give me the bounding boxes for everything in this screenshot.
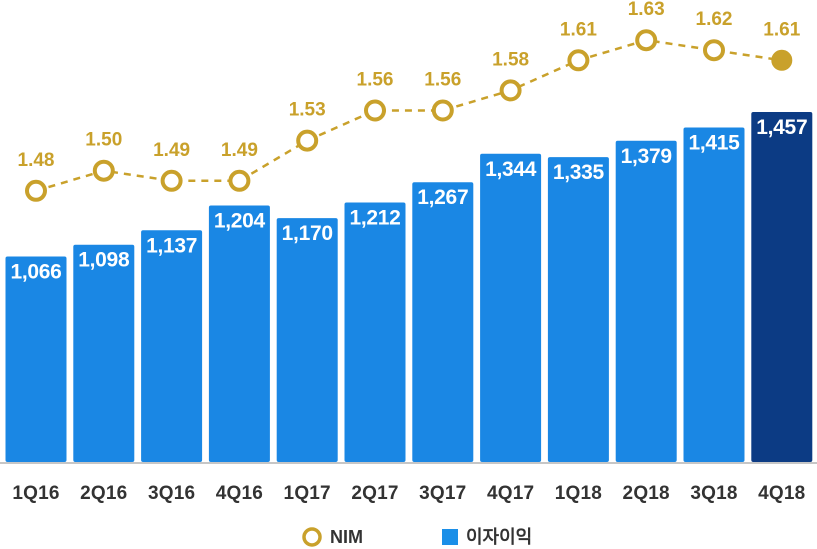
nim-point-4Q16 xyxy=(228,169,251,192)
bar-value-label-4Q18: 1,457 xyxy=(756,116,807,139)
bar-1Q17 xyxy=(276,218,338,462)
bar-value-label-2Q16: 1,098 xyxy=(78,249,130,272)
category-label-4Q17: 4Q17 xyxy=(487,483,534,504)
bar-series-interest-income xyxy=(5,112,813,463)
nim-point-4Q17 xyxy=(499,79,522,102)
bar-value-label-3Q18: 1,415 xyxy=(688,132,740,155)
nim-value-label-4Q18: 1.61 xyxy=(763,19,800,40)
nim-markers xyxy=(25,29,793,202)
legend-nim-label: NIM xyxy=(330,527,363,547)
legend-interest-income-swatch xyxy=(442,529,458,545)
bar-3Q16 xyxy=(141,230,203,462)
nim-point-3Q17 xyxy=(431,99,454,122)
bar-4Q16 xyxy=(208,205,270,462)
nim-value-label-3Q16: 1.49 xyxy=(153,140,190,161)
nim-value-label-4Q16: 1.49 xyxy=(221,140,258,161)
nim-point-2Q18 xyxy=(635,29,658,52)
bar-3Q17 xyxy=(412,182,474,462)
nim-value-labels: 1.48 1.50 1.49 1.49 1.53 1.56 1.56 1.58 1.61 1.63… xyxy=(18,0,801,171)
nim-line xyxy=(35,38,782,192)
bar-value-label-3Q17: 1,267 xyxy=(417,186,468,209)
nim-value-label-1Q16: 1.48 xyxy=(18,150,55,171)
category-label-3Q17: 3Q17 xyxy=(419,483,466,504)
category-axis-labels: 1Q16 2Q16 3Q16 4Q16 1Q17 2Q17 3Q17 4Q17 1Q18 2Q18… xyxy=(12,483,805,504)
category-label-3Q18: 3Q18 xyxy=(690,483,737,504)
bar-2Q17 xyxy=(344,202,406,462)
bar-2Q16 xyxy=(73,244,135,462)
bar-value-label-4Q17: 1,344 xyxy=(485,158,537,181)
bar-value-label-3Q16: 1,137 xyxy=(146,234,197,257)
bar-1Q18 xyxy=(547,157,609,462)
nim-value-label-2Q17: 1.56 xyxy=(357,70,394,91)
bar-1Q16 xyxy=(5,256,67,462)
category-label-1Q18: 1Q18 xyxy=(555,483,602,504)
bar-value-label-4Q16: 1,204 xyxy=(214,210,266,233)
bar-value-labels: 1,066 1,098 1,137 1,204 1,170 1,212 1,267 1,344… xyxy=(10,116,807,284)
bar-value-label-2Q18: 1,379 xyxy=(621,145,672,168)
nim-value-label-4Q17: 1.58 xyxy=(492,49,529,70)
category-label-3Q16: 3Q16 xyxy=(148,483,195,504)
legend-item-interest-income: 이자이익 xyxy=(442,527,532,547)
nim-point-1Q17 xyxy=(296,129,319,152)
category-label-4Q16: 4Q16 xyxy=(216,483,263,504)
bar-value-label-2Q17: 1,212 xyxy=(349,207,400,230)
nim-point-2Q16 xyxy=(92,159,115,182)
nim-value-label-1Q18: 1.61 xyxy=(560,19,597,40)
nim-value-label-2Q18: 1.63 xyxy=(628,0,665,20)
bar-value-label-1Q16: 1,066 xyxy=(10,261,61,284)
nim-value-label-1Q17: 1.53 xyxy=(289,100,326,121)
nim-point-1Q16 xyxy=(25,179,47,202)
nim-point-3Q18 xyxy=(703,39,725,62)
category-label-1Q16: 1Q16 xyxy=(12,483,59,504)
bar-value-label-1Q17: 1,170 xyxy=(282,222,333,245)
bar-value-label-1Q18: 1,335 xyxy=(553,161,605,184)
legend-item-nim: NIM xyxy=(302,527,363,547)
nim-value-label-3Q17: 1.56 xyxy=(424,70,461,91)
bar-2Q18 xyxy=(615,140,677,463)
category-label-2Q16: 2Q16 xyxy=(80,483,127,504)
bar-4Q18 xyxy=(751,112,813,462)
category-label-2Q17: 2Q17 xyxy=(351,483,398,504)
category-label-1Q17: 1Q17 xyxy=(284,483,331,504)
nim-value-label-3Q18: 1.62 xyxy=(696,9,733,30)
category-label-2Q18: 2Q18 xyxy=(623,483,670,504)
nim-point-4Q18 xyxy=(771,49,793,71)
legend: NIM 이자이익 xyxy=(302,527,532,547)
nim-point-3Q16 xyxy=(160,169,183,192)
legend-interest-income-label: 이자이익 xyxy=(466,527,532,547)
nim-value-label-2Q16: 1.50 xyxy=(85,130,122,151)
legend-nim-marker xyxy=(302,527,322,547)
bar-3Q18 xyxy=(683,127,745,462)
nim-point-2Q17 xyxy=(364,99,386,122)
bar-4Q17 xyxy=(480,153,542,463)
nim-point-1Q18 xyxy=(567,49,590,72)
category-label-4Q18: 4Q18 xyxy=(758,483,805,504)
line-series-nim xyxy=(35,38,782,192)
